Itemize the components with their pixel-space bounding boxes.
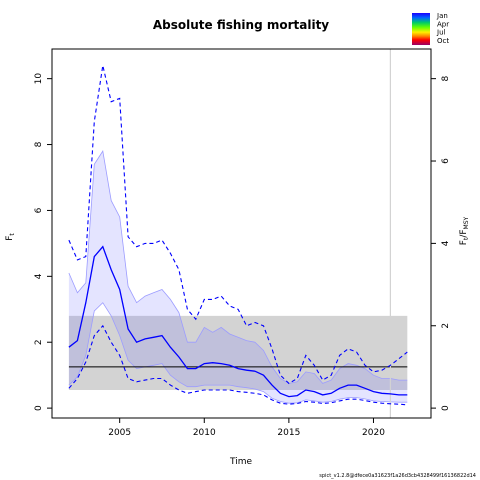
- legend-label: Apr: [437, 20, 449, 28]
- plot-frame: [51, 48, 432, 419]
- y-right-label-mid: /F: [459, 229, 469, 237]
- y-tick-label: 4: [34, 273, 44, 279]
- y-tick-label: 6: [34, 207, 44, 213]
- x-tick-label: 2005: [108, 428, 131, 438]
- x-tick-label: 2010: [193, 428, 216, 438]
- legend-gradient: [412, 13, 430, 45]
- x-axis: 2005 2010 2015 2020: [108, 418, 385, 438]
- y-right-label-main: F: [459, 240, 469, 245]
- y2-tick-label: 8: [441, 76, 451, 82]
- y2-tick-label: 0: [441, 405, 451, 411]
- y-right-label-sub2: MSY: [463, 216, 470, 229]
- y-axis-left-label: Ft: [5, 233, 16, 241]
- x-axis-label: Time: [229, 457, 252, 467]
- y2-tick-label: 6: [441, 158, 451, 164]
- series-lower-dashed: [68, 324, 408, 406]
- footer-version: spict_v1.2.8@dfece0a31623f1a26d3cb432849…: [319, 473, 476, 479]
- y-tick-label: 2: [34, 339, 44, 345]
- series-estimate-line: [68, 245, 408, 398]
- y2-tick-label: 2: [441, 323, 451, 329]
- y-left-label-sub: t: [9, 233, 16, 236]
- chart-title: Absolute fishing mortality: [153, 18, 329, 32]
- y-axis-right-label: Ft/FMSY: [459, 216, 470, 245]
- x-tick-label: 2020: [362, 428, 385, 438]
- y-axis-left: 0 2 4 6 8 10: [34, 73, 52, 411]
- plot-area: [51, 48, 432, 419]
- y-tick-label: 10: [34, 73, 44, 85]
- x-tick-label: 2015: [277, 428, 300, 438]
- y-tick-label: 8: [34, 141, 44, 147]
- confidence-band-lower-edge: [68, 302, 408, 404]
- y-axis-right: 0 2 4 6 8: [431, 76, 451, 411]
- legend-label: Oct: [437, 37, 449, 45]
- y-tick-label: 0: [34, 405, 44, 411]
- y-left-label-main: F: [5, 236, 15, 241]
- confidence-band-upper-edge: [68, 150, 408, 384]
- series-upper-dashed: [68, 65, 408, 385]
- legend-label: Jul: [436, 29, 446, 37]
- y-right-label-sub1: t: [463, 237, 470, 240]
- confidence-band: [68, 151, 408, 404]
- legend-label: Jan: [436, 12, 448, 20]
- y2-tick-label: 4: [441, 240, 451, 246]
